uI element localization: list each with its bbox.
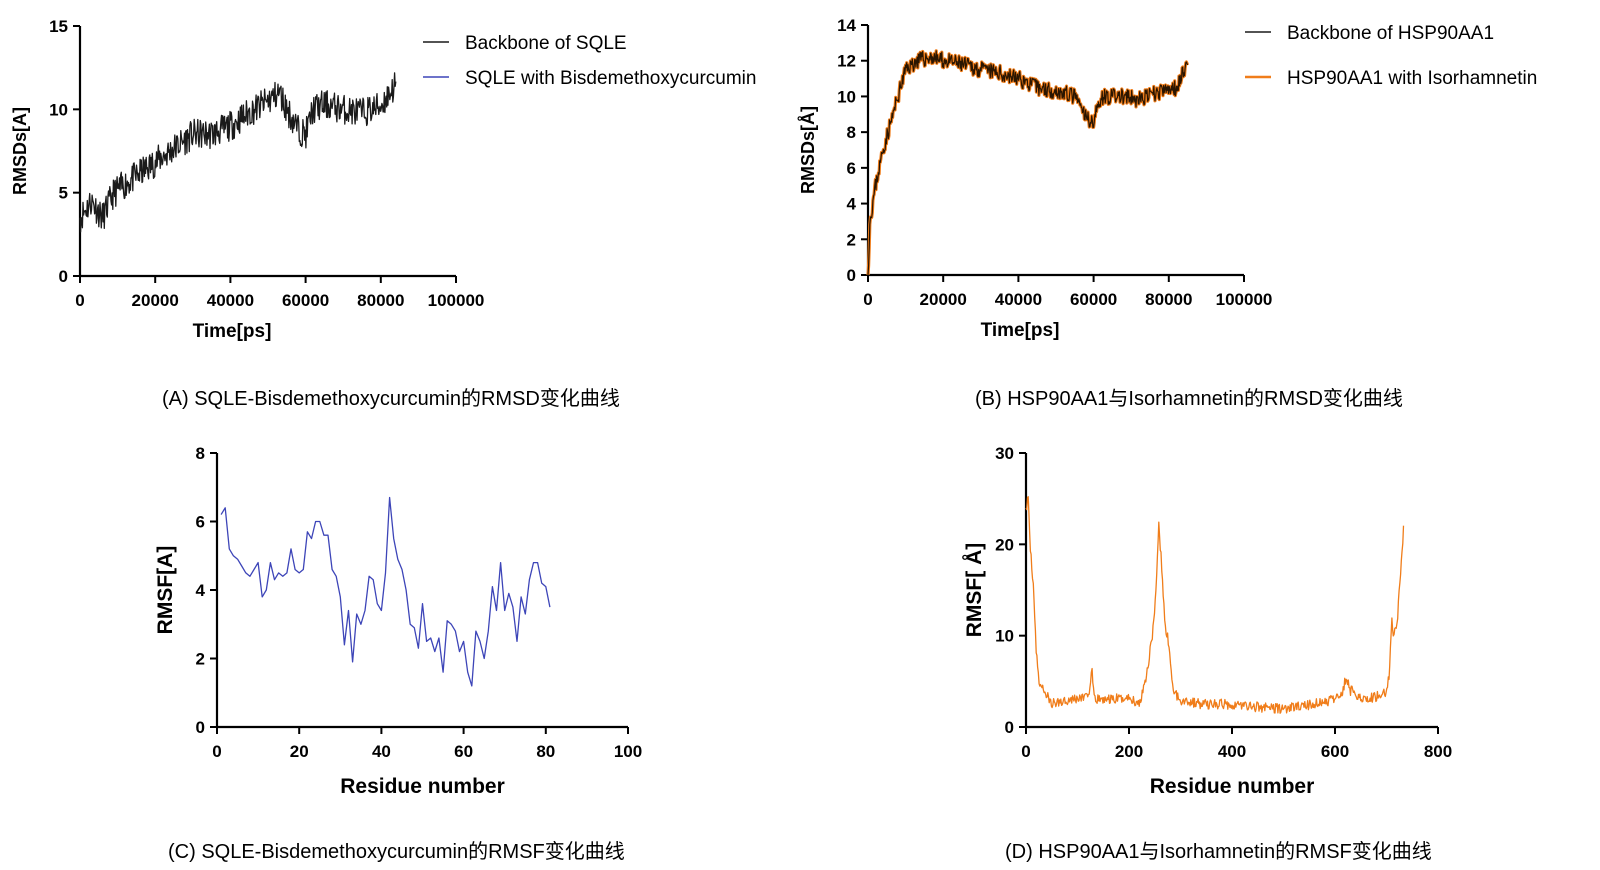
x-tick-label: 600 [1321, 742, 1349, 761]
y-tick-label: 4 [196, 581, 206, 600]
x-tick-label: 40000 [207, 291, 254, 310]
x-tick-label: 60 [454, 742, 473, 761]
y-tick-label: 12 [837, 52, 856, 71]
y-tick-label: 5 [59, 184, 68, 203]
caption-a: (A) SQLE-Bisdemethoxycurcumin的RMSD变化曲线 [162, 388, 620, 410]
x-tick-label: 80 [536, 742, 555, 761]
x-tick-label: 200 [1115, 742, 1143, 761]
caption-c: (C) SQLE-Bisdemethoxycurcumin的RMSF变化曲线 [168, 841, 625, 863]
chart-c: 0 20 40 60 80 100 0 2 4 6 8 Residue number RMSF[A] [154, 444, 642, 798]
chart-b: 0 20000 40000 60000 80000 100000 0 2 4 6 8 10 12 14 Ti… [798, 16, 1537, 341]
y-tick-label: 0 [1005, 718, 1014, 737]
y-tick-label: 8 [196, 444, 205, 463]
y-tick-label: 10 [49, 100, 68, 119]
y-tick-label: 30 [995, 444, 1014, 463]
y-tick-label: 6 [196, 513, 205, 532]
x-tick-label: 40 [372, 742, 391, 761]
legend-label: SQLE with Bisdemethoxycurcumin [465, 68, 756, 89]
chart-a: 0 20000 40000 60000 80000 100000 0 5 10 15 Time[ps… [10, 17, 756, 342]
x-tick-label: 0 [212, 742, 221, 761]
y-axis-label: RMSF[A] [154, 546, 177, 635]
y-axis-label: RMSF[ Å] [962, 543, 986, 637]
x-tick-label: 100 [614, 742, 642, 761]
legend-label: Backbone of SQLE [465, 33, 627, 54]
y-tick-label: 0 [196, 718, 205, 737]
series-line [1025, 496, 1405, 714]
y-tick-label: 10 [837, 87, 856, 106]
y-tick-label: 0 [59, 267, 68, 286]
series-line [220, 496, 551, 687]
legend-label: Backbone of HSP90AA1 [1287, 23, 1494, 44]
chart-d: 0 200 400 600 800 0 10 20 30 Residue number RMSF[ … [962, 444, 1452, 798]
x-tick-label: 80000 [1145, 290, 1192, 309]
y-tick-label: 20 [995, 535, 1014, 554]
x-tick-label: 0 [1021, 742, 1030, 761]
x-tick-label: 0 [863, 290, 872, 309]
x-axis-label: Time[ps] [981, 320, 1060, 341]
y-tick-label: 6 [847, 159, 856, 178]
y-tick-label: 14 [837, 16, 856, 35]
x-tick-label: 100000 [1216, 290, 1273, 309]
x-axis-label: Residue number [340, 775, 505, 798]
x-tick-label: 800 [1424, 742, 1452, 761]
caption-b: (B) HSP90AA1与Isorhamnetin的RMSD变化曲线 [975, 388, 1403, 410]
series-line [79, 72, 397, 233]
x-tick-label: 0 [75, 291, 84, 310]
x-tick-label: 20000 [132, 291, 179, 310]
y-tick-label: 10 [995, 627, 1014, 646]
y-tick-label: 8 [847, 123, 856, 142]
x-tick-label: 20000 [920, 290, 967, 309]
legend-label: HSP90AA1 with Isorhamnetin [1287, 68, 1537, 89]
x-tick-label: 20 [290, 742, 309, 761]
y-tick-label: 2 [847, 230, 856, 249]
x-tick-label: 100000 [428, 291, 485, 310]
x-axis-label: Time[ps] [193, 321, 272, 342]
y-axis-label: RMSDs[A] [10, 107, 30, 195]
y-tick-label: 4 [847, 195, 857, 214]
x-tick-label: 60000 [282, 291, 329, 310]
x-tick-label: 60000 [1070, 290, 1117, 309]
caption-d: (D) HSP90AA1与Isorhamnetin的RMSF变化曲线 [1005, 841, 1432, 863]
y-tick-label: 0 [847, 266, 856, 285]
x-tick-label: 80000 [357, 291, 404, 310]
y-axis-label: RMSDs[Å] [798, 106, 818, 194]
x-axis-label: Residue number [1150, 775, 1315, 798]
x-tick-label: 40000 [995, 290, 1042, 309]
y-tick-label: 15 [49, 17, 68, 36]
y-tick-label: 2 [196, 650, 205, 669]
x-tick-label: 400 [1218, 742, 1246, 761]
series-line-backbone [867, 50, 1189, 276]
